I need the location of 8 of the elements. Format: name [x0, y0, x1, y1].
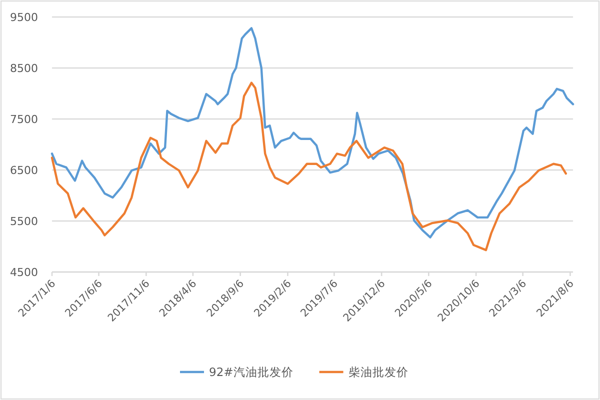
- y-tick-label: 4500: [10, 266, 38, 279]
- y-tick-label: 9500: [10, 11, 38, 24]
- y-tick-label: 7500: [10, 113, 38, 126]
- y-tick-label: 8500: [10, 62, 38, 75]
- legend-label: 柴油批发价: [348, 365, 408, 379]
- y-tick-label: 5500: [10, 215, 38, 228]
- y-tick-label: 6500: [10, 164, 38, 177]
- legend-label: 92#汽油批发价: [209, 365, 294, 379]
